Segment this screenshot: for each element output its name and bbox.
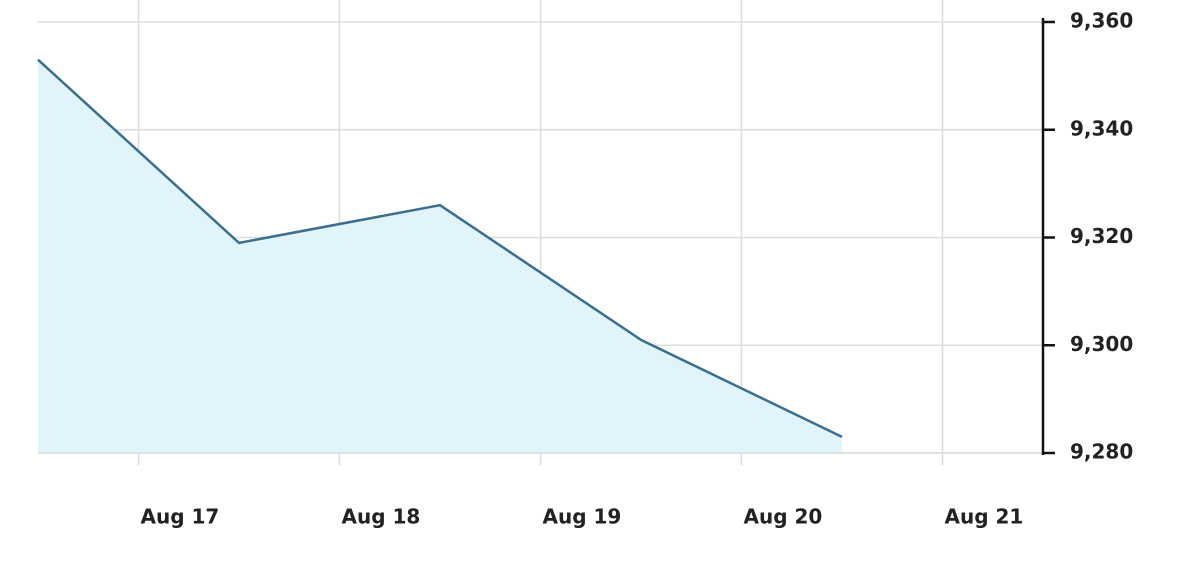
y-tick-label: 9,360: [1070, 9, 1133, 33]
x-tick-label: Aug 19: [543, 505, 622, 529]
line: [37, 58, 843, 438]
x-tick-label: Aug 18: [342, 505, 421, 529]
x-tick-label: Aug 17: [141, 505, 220, 529]
area-fill: [38, 59, 842, 454]
y-tick-label: 9,280: [1070, 440, 1133, 464]
y-tick-label: 9,300: [1070, 332, 1133, 356]
x-tick-label: Aug 20: [744, 505, 823, 529]
x-tick-label: Aug 21: [945, 505, 1024, 529]
y-tick-label: 9,320: [1070, 224, 1133, 248]
y-tick-label: 9,340: [1070, 116, 1133, 140]
